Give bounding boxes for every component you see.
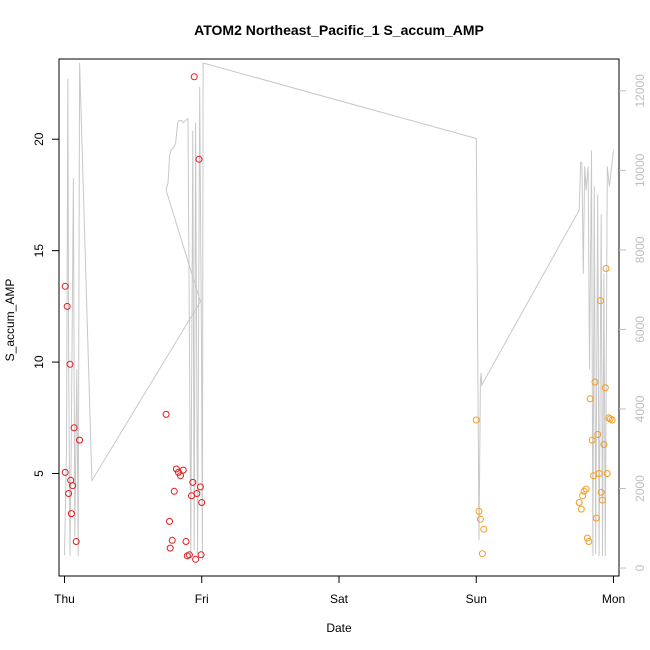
data-point-series-1 xyxy=(585,538,593,545)
data-point-series-0 xyxy=(177,472,184,480)
data-point-series-0 xyxy=(198,499,206,506)
y2-tick-label: 4000 xyxy=(633,395,647,422)
data-point-series-0 xyxy=(179,466,187,474)
data-point-series-0 xyxy=(193,490,201,497)
data-point-series-1 xyxy=(480,525,488,533)
data-point-series-0 xyxy=(72,538,80,545)
data-point-series-1 xyxy=(601,384,609,392)
y2-tick-label: 8000 xyxy=(633,236,647,263)
x-tick-label: Sun xyxy=(466,592,487,606)
y2-tick-label: 10000 xyxy=(633,153,647,187)
data-point-series-1 xyxy=(478,550,486,558)
data-point-series-1 xyxy=(475,507,483,515)
data-point-series-1 xyxy=(580,487,588,495)
data-point-series-0 xyxy=(63,302,71,310)
data-point-series-0 xyxy=(166,517,173,525)
data-point-series-0 xyxy=(189,478,197,486)
data-point-series-1 xyxy=(579,492,587,500)
data-point-series-0 xyxy=(197,551,205,559)
data-point-series-1 xyxy=(586,395,594,403)
x-tick-label: Fri xyxy=(195,592,209,606)
data-point-series-1 xyxy=(588,436,596,444)
y-axis-label: S_accum_AMP xyxy=(3,279,17,362)
data-point-series-0 xyxy=(195,155,203,163)
data-point-series-1 xyxy=(577,505,585,513)
data-point-series-1 xyxy=(608,416,616,424)
data-point-series-0 xyxy=(66,360,74,368)
data-point-series-1 xyxy=(472,416,480,424)
data-point-series-0 xyxy=(162,410,170,418)
data-point-series-1 xyxy=(476,515,484,523)
y-tick-label: 10 xyxy=(32,355,46,369)
data-point-series-1 xyxy=(597,488,605,496)
plot-frame xyxy=(58,58,620,577)
data-point-series-0 xyxy=(168,536,176,544)
data-point-series-0 xyxy=(172,465,180,473)
data-point-series-1 xyxy=(575,499,583,506)
data-point-series-0 xyxy=(182,538,190,545)
data-point-series-1 xyxy=(582,485,590,493)
data-point-series-0 xyxy=(67,510,75,518)
y2-tick-label: 6000 xyxy=(633,316,647,343)
line-layer xyxy=(64,62,614,561)
data-point-series-0 xyxy=(170,487,178,495)
data-point-series-1 xyxy=(591,378,599,386)
data-point-series-0 xyxy=(65,490,73,497)
y-tick-label: 15 xyxy=(32,244,46,258)
data-point-series-0 xyxy=(69,482,77,490)
series-line-right-axis xyxy=(64,62,614,561)
data-point-series-0 xyxy=(190,73,198,81)
data-point-series-0 xyxy=(61,282,69,290)
x-tick-label: Thu xyxy=(54,592,75,606)
data-point-series-0 xyxy=(196,483,204,491)
data-point-series-1 xyxy=(603,470,611,477)
x-tick-label: Sat xyxy=(330,592,349,606)
data-point-series-0 xyxy=(192,555,200,563)
y-tick-label: 20 xyxy=(32,132,46,146)
data-point-series-0 xyxy=(61,468,69,476)
y2-tick-label: 12000 xyxy=(633,74,647,108)
point-layer xyxy=(61,73,616,563)
y2-tick-label: 0 xyxy=(633,564,647,571)
data-point-series-1 xyxy=(594,431,602,438)
data-point-series-1 xyxy=(599,496,606,504)
axis-layer: Thu Fri Sat Sun Mon 5 10 15 20 0 2000 4000 6000 8000 1… xyxy=(32,74,647,606)
data-point-series-1 xyxy=(592,514,600,522)
chart-title: ATOM2 Northeast_Pacific_1 S_accum_AMP xyxy=(194,22,484,38)
x-axis-label: Date xyxy=(326,621,352,635)
data-point-series-0 xyxy=(166,544,174,552)
data-point-series-1 xyxy=(583,534,591,542)
data-point-series-0 xyxy=(76,436,84,444)
data-point-series-1 xyxy=(600,441,608,448)
data-point-series-0 xyxy=(70,424,78,432)
y2-tick-label: 2000 xyxy=(633,475,647,502)
data-point-series-1 xyxy=(597,297,604,305)
data-point-series-0 xyxy=(185,551,193,559)
data-point-series-1 xyxy=(602,265,610,272)
x-tick-label: Mon xyxy=(602,592,625,606)
y-tick-label: 5 xyxy=(32,470,46,477)
data-point-series-1 xyxy=(595,470,603,477)
